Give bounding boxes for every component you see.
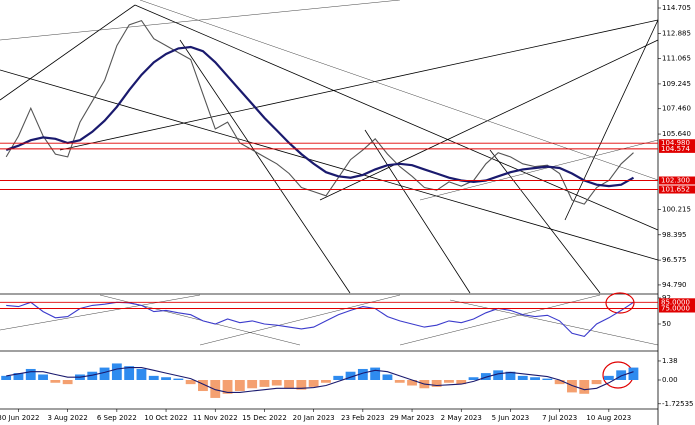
level-label: 102.300 xyxy=(661,177,690,185)
x-tick-label: 10 Oct 2022 xyxy=(144,414,187,422)
bar xyxy=(591,380,602,385)
bar xyxy=(345,371,356,380)
y-tick-label: 1.38 xyxy=(662,357,678,365)
y-tick-label: 94.790 xyxy=(662,281,687,289)
bar xyxy=(25,368,36,380)
bar xyxy=(321,380,331,383)
bar xyxy=(480,373,491,380)
x-tick-label: 3 Aug 2022 xyxy=(47,414,87,422)
series-line xyxy=(6,301,634,338)
x-tick-label: 23 Feb 2023 xyxy=(341,414,385,422)
level-label: 75.0000 xyxy=(661,305,690,313)
bar xyxy=(38,374,48,380)
y-tick-label: 0.00 xyxy=(662,376,678,384)
level-label: 104.574 xyxy=(661,145,690,153)
bar xyxy=(50,380,61,383)
y-tick-label: 109.245 xyxy=(662,80,691,88)
bar xyxy=(271,380,282,386)
y-tick-label: 105.640 xyxy=(662,130,691,138)
series-line xyxy=(6,367,634,393)
bar xyxy=(370,367,381,380)
level-label-bg xyxy=(659,304,695,313)
bar xyxy=(468,377,479,380)
bar xyxy=(333,375,344,380)
bar xyxy=(62,380,73,385)
y-tick-label: 111.065 xyxy=(662,55,691,63)
level-label: 85.0000 xyxy=(661,298,690,306)
y-tick-label: 96.575 xyxy=(662,256,687,264)
bar xyxy=(308,380,319,387)
bar xyxy=(357,368,368,380)
bar xyxy=(234,380,245,392)
bar xyxy=(161,377,171,380)
bar xyxy=(493,370,504,380)
x-tick-label: 7 Jul 2023 xyxy=(542,414,577,422)
bar xyxy=(259,380,270,387)
bar xyxy=(173,378,184,380)
level-label: 104.980 xyxy=(661,139,690,147)
bar xyxy=(382,374,393,380)
series-line xyxy=(5,19,634,205)
bar xyxy=(431,380,442,387)
x-tick-label: 11 Nov 2022 xyxy=(193,414,238,422)
bar xyxy=(284,380,294,389)
bar xyxy=(517,375,528,380)
x-tick-label: 30 Jun 2022 xyxy=(0,414,40,422)
bar xyxy=(603,375,614,380)
series-line xyxy=(5,45,635,188)
bar xyxy=(124,366,135,380)
bar xyxy=(628,367,639,380)
bar xyxy=(87,371,98,380)
y-tick-label: 92 xyxy=(662,294,671,302)
bar xyxy=(296,380,307,390)
bar xyxy=(567,380,577,393)
level-label: 101.652 xyxy=(661,186,690,194)
y-tick-label: 50 xyxy=(662,320,671,328)
y-tick-label: 107.460 xyxy=(662,105,691,113)
y-tick-label: 100.215 xyxy=(662,205,691,213)
level-label-bg xyxy=(659,185,695,194)
trendlines xyxy=(0,0,659,346)
level-label-bg xyxy=(659,176,695,185)
x-tick-label: 10 Aug 2023 xyxy=(586,414,631,422)
level-label-bg xyxy=(659,144,695,153)
bar xyxy=(185,380,196,385)
bar xyxy=(579,380,590,394)
highlight-circle xyxy=(605,292,635,314)
bar xyxy=(554,380,565,385)
y-tick-label: 98.395 xyxy=(662,231,687,239)
x-tick-label: 6 Sep 2022 xyxy=(97,414,137,422)
bar xyxy=(530,377,540,380)
y-tick-label: 112.885 xyxy=(662,29,691,37)
bar xyxy=(247,380,258,389)
bar xyxy=(505,371,516,380)
bar xyxy=(148,375,159,380)
bar xyxy=(210,380,221,398)
x-tick-label: 15 Dec 2022 xyxy=(242,414,287,422)
bar xyxy=(136,368,147,380)
bar xyxy=(13,373,24,380)
bar xyxy=(222,380,233,394)
x-tick-label: 20 Jan 2023 xyxy=(293,414,335,422)
x-tick-label: 2 May 2023 xyxy=(441,414,482,422)
level-label-bg xyxy=(659,298,695,307)
bar xyxy=(111,363,122,380)
x-tick-label: 29 Mar 2023 xyxy=(390,414,434,422)
level-label-bg xyxy=(659,139,695,148)
y-tick-label: -1.72535 xyxy=(662,400,693,408)
bar xyxy=(616,370,627,380)
bar xyxy=(407,380,417,386)
bar xyxy=(1,375,12,380)
bar xyxy=(99,367,110,380)
bar xyxy=(456,380,467,385)
bar xyxy=(542,378,553,380)
x-tick-label: 5 Jun 2023 xyxy=(492,414,530,422)
bar xyxy=(444,380,454,383)
y-tick-label: 114.705 xyxy=(662,4,691,12)
bar xyxy=(198,380,208,392)
bar xyxy=(394,380,405,383)
